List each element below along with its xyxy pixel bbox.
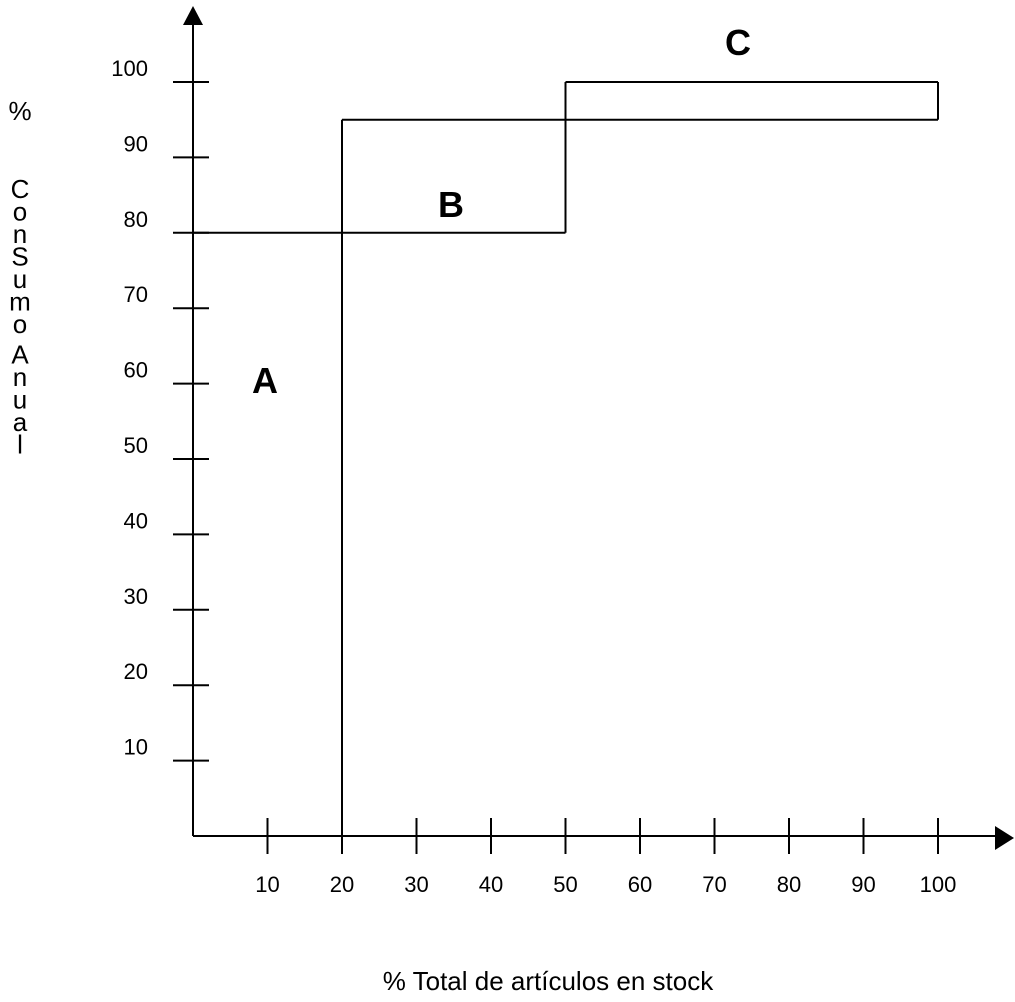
labels: A B C xyxy=(252,22,751,401)
x-tick-label: 50 xyxy=(553,872,577,897)
y-axis-title-char: S xyxy=(11,242,28,272)
y-axis-title-char: o xyxy=(13,309,27,339)
y-axis-title-char: o xyxy=(13,197,27,227)
y-axis-title-char: u xyxy=(13,264,27,294)
y-axis-title-char: u xyxy=(13,385,27,415)
y-axis-title-char: n xyxy=(13,219,27,249)
zone-label-c: C xyxy=(725,22,751,63)
x-tick-label: 60 xyxy=(628,872,652,897)
y-tick-label: 80 xyxy=(124,207,148,232)
y-axis-title-char: a xyxy=(13,407,28,437)
zone-label-a: A xyxy=(252,360,278,401)
y-axis-title-char: n xyxy=(13,362,27,392)
y-axis-title-char: m xyxy=(9,287,31,317)
y-axis-title-char: l xyxy=(17,430,23,460)
y-tick-label: 70 xyxy=(124,282,148,307)
x-axis-title: % Total de artículos en stock xyxy=(383,966,714,996)
x-axis-arrow xyxy=(995,826,1014,850)
y-axis-title-char: % xyxy=(8,96,31,126)
y-tick-label: 20 xyxy=(124,659,148,684)
y-tick-label: 30 xyxy=(124,584,148,609)
y-tick-label: 50 xyxy=(124,433,148,458)
axes xyxy=(183,6,1014,850)
x-tick-label: 70 xyxy=(702,872,726,897)
x-tick-label: 20 xyxy=(330,872,354,897)
y-tick-label: 100 xyxy=(111,56,148,81)
x-tick-label: 10 xyxy=(255,872,279,897)
x-tick-label: 100 xyxy=(920,872,957,897)
y-tick-label: 90 xyxy=(124,131,148,156)
x-tick-label: 80 xyxy=(777,872,801,897)
y-axis-title-char: A xyxy=(11,340,29,370)
y-tick-label: 60 xyxy=(124,358,148,383)
zone-label-b: B xyxy=(438,184,464,225)
x-tick-label: 40 xyxy=(479,872,503,897)
x-tick-label: 90 xyxy=(851,872,875,897)
step-lines xyxy=(193,81,939,836)
y-axis-arrow xyxy=(183,6,203,25)
y-tick-label: 40 xyxy=(124,508,148,533)
x-tick-label: 30 xyxy=(404,872,428,897)
y-axis-title-char: C xyxy=(11,174,30,204)
ticks: 10 20 30 40 50 60 70 80 90 100 10 20 30 40 50 60 70 80 90 1… xyxy=(111,56,956,897)
y-tick-label: 10 xyxy=(124,735,148,760)
